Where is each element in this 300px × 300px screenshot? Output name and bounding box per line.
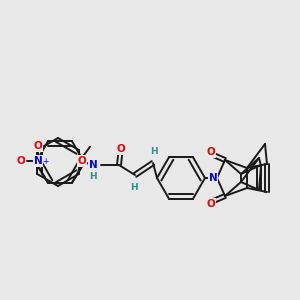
Text: +: + — [42, 157, 48, 166]
Text: O: O — [207, 199, 215, 209]
Text: O: O — [117, 144, 125, 154]
Text: H: H — [130, 183, 138, 192]
Text: O: O — [34, 141, 42, 151]
Text: H: H — [89, 172, 97, 181]
Text: H: H — [150, 147, 158, 156]
Text: O: O — [16, 156, 26, 166]
Text: N: N — [34, 156, 42, 166]
Text: N: N — [208, 173, 217, 183]
Text: O: O — [207, 147, 215, 157]
Text: N: N — [88, 160, 98, 170]
Text: O: O — [78, 156, 86, 166]
